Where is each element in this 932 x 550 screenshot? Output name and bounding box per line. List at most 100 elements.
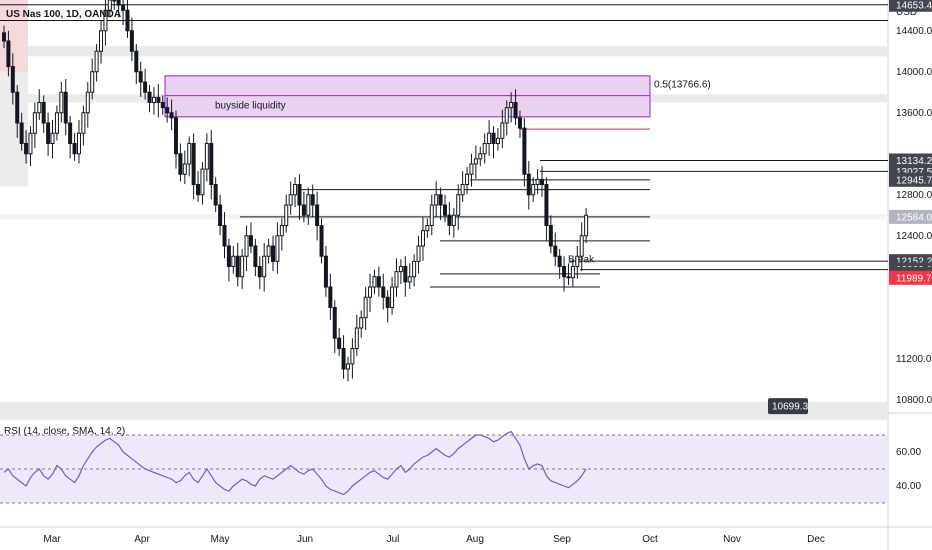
y-tick-label: 11200.0 — [896, 354, 932, 365]
candle-body — [416, 245, 421, 262]
candle-body — [350, 348, 355, 365]
rsi-y-tick: 60.00 — [896, 447, 921, 458]
candle-body — [390, 286, 395, 308]
candle-body — [398, 266, 403, 273]
price-unit: USD — [896, 7, 917, 18]
chart-title: US Nas 100, 1D, OANDA — [6, 9, 121, 20]
candle-body — [420, 230, 425, 247]
candle-body — [544, 184, 549, 226]
candle-body — [293, 184, 298, 196]
candle-body — [412, 260, 417, 278]
candle-body — [81, 112, 86, 134]
candle-body — [584, 214, 589, 237]
candle-body — [469, 163, 474, 175]
candle-body — [129, 30, 134, 52]
candle-body — [138, 71, 143, 83]
candle-body — [478, 153, 483, 160]
candle-body — [116, 0, 121, 6]
rsi-line — [3, 430, 587, 496]
candle-body — [526, 173, 531, 196]
candle-body — [68, 122, 73, 144]
candle-body — [354, 327, 359, 349]
candle-body — [134, 50, 139, 73]
price-tag-value: 14653.4 — [896, 0, 932, 11]
candle-body — [548, 225, 553, 247]
candle-body — [394, 271, 399, 288]
candle-body — [284, 204, 289, 226]
candle-body — [407, 276, 412, 283]
candle-body — [531, 184, 536, 196]
candle-body — [385, 296, 390, 308]
y-tick-label: 14000.0 — [896, 67, 932, 78]
candle-body — [46, 122, 51, 144]
candle-body — [363, 296, 368, 319]
candle-body — [165, 107, 170, 114]
candle-body — [279, 225, 284, 237]
candle-body — [196, 184, 201, 196]
candle-body — [191, 143, 196, 185]
candle-body — [125, 9, 130, 32]
candle-body — [90, 71, 95, 93]
price-tag-bg — [889, 0, 932, 12]
candle-body — [147, 91, 152, 103]
candle-body — [540, 178, 545, 185]
cursor-price-tag-bg — [768, 398, 808, 415]
candle-body — [517, 117, 522, 129]
candle-body — [103, 9, 108, 32]
candle-body — [187, 143, 192, 165]
candle-body — [456, 194, 461, 216]
candle-body — [24, 143, 29, 155]
candle-body — [522, 127, 527, 175]
candle-body — [359, 317, 364, 329]
candle-body — [244, 235, 249, 257]
candle-body — [156, 96, 161, 103]
candle-body — [403, 266, 408, 283]
price-tag-bg — [889, 153, 932, 168]
candle-body — [513, 102, 518, 119]
candle-body — [121, 4, 126, 11]
y-tick-label: 12400.0 — [896, 231, 932, 242]
candle-body — [160, 102, 165, 109]
candle-body — [112, 0, 117, 2]
candle-body — [297, 184, 302, 206]
x-tick-label: Oct — [642, 534, 658, 545]
candle-body — [248, 235, 253, 247]
candle-body — [54, 112, 59, 134]
candle-body — [63, 91, 68, 124]
price-tag-bg — [889, 270, 932, 285]
candle-body — [151, 96, 156, 103]
candle-body — [553, 245, 558, 257]
candle-body — [94, 50, 99, 73]
candle-body — [59, 91, 64, 114]
candle-body — [301, 204, 306, 216]
candle-body — [323, 255, 328, 288]
candle-body — [535, 178, 540, 185]
candle-body — [253, 245, 258, 267]
price-tag-value: 11989.7 — [896, 273, 932, 284]
candle-body — [257, 266, 262, 278]
candle-body — [429, 204, 434, 226]
candle-body — [341, 348, 346, 370]
candle-body — [509, 102, 514, 109]
candle-body — [15, 91, 20, 124]
candle-body — [50, 132, 55, 144]
candle-body — [182, 163, 187, 175]
gray-zone-upper — [0, 46, 888, 57]
zone-label: buyside liquidity — [215, 101, 286, 112]
price-tag-value: 13134.2 — [896, 156, 932, 167]
x-tick-label: Jun — [297, 534, 313, 545]
candle-body — [231, 255, 236, 267]
candle-body — [76, 132, 81, 155]
y-tick-label: 12800.0 — [896, 190, 932, 201]
x-tick-label: Dec — [807, 534, 825, 545]
candle-body — [451, 214, 456, 226]
candle-body — [85, 91, 90, 114]
candle-body — [288, 194, 293, 206]
x-tick-label: Jul — [387, 534, 400, 545]
x-tick-label: Mar — [43, 534, 61, 545]
price-tag-bg — [889, 172, 932, 187]
y-tick-label: 10800.0 — [896, 395, 932, 406]
candle-body — [566, 276, 571, 279]
candle-body — [504, 107, 509, 124]
